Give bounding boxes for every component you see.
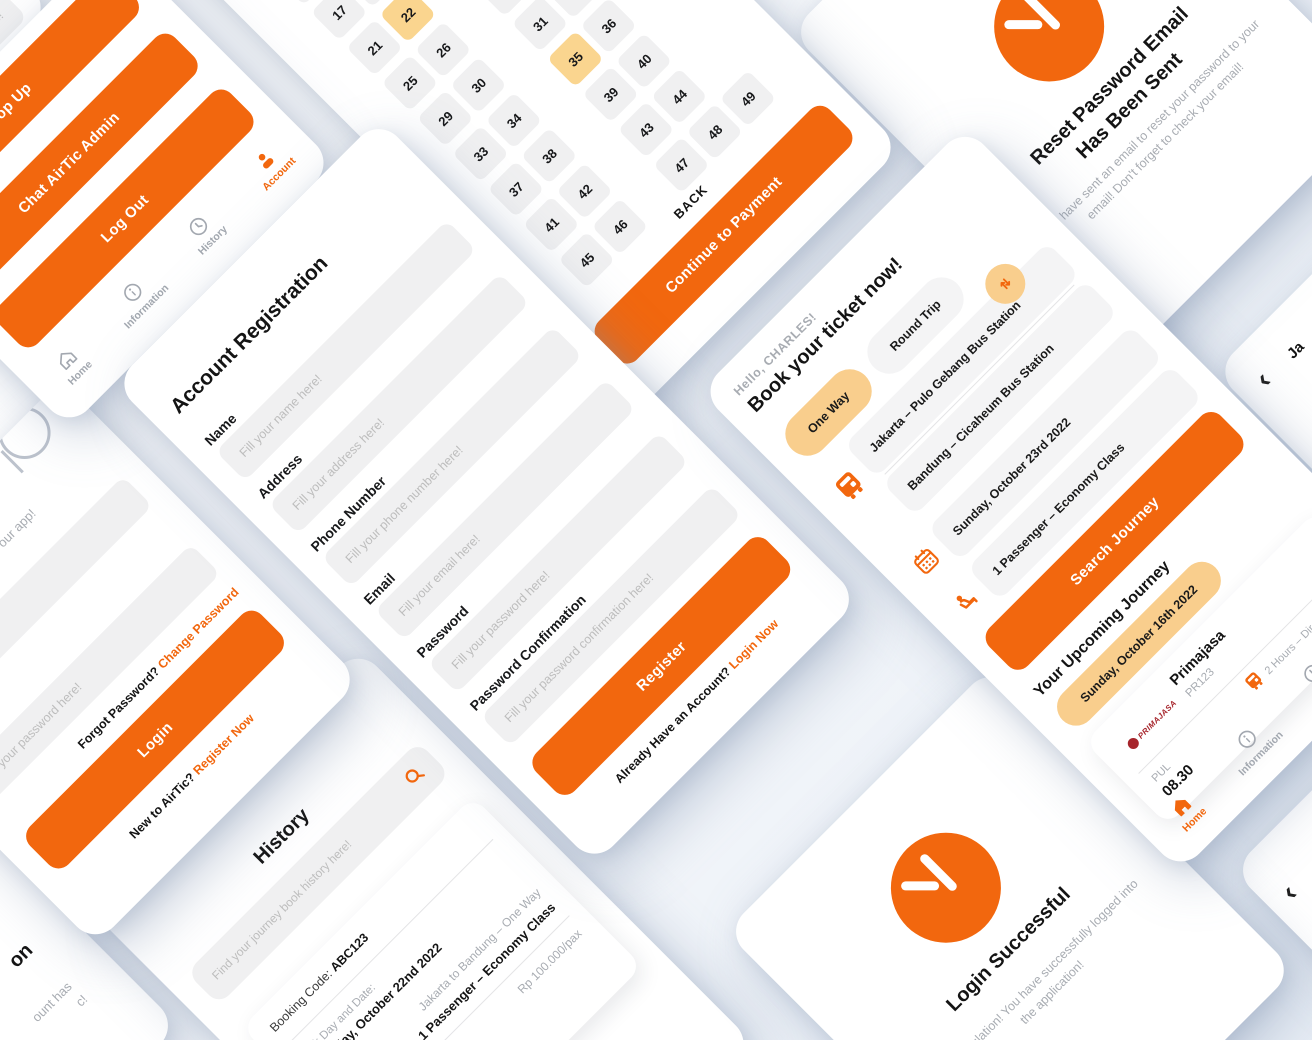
- corner-input-placeholder: here!: [0, 8, 7, 39]
- bus-icon: [826, 462, 878, 514]
- tab-history[interactable]: History: [158, 185, 250, 277]
- history-icon: [1298, 658, 1312, 689]
- screen-home: Hello, CHARLES! Book your ticket now! On…: [699, 126, 1312, 873]
- primajasa-logo: PRIMAJASA: [1125, 698, 1180, 752]
- seat-31[interactable]: 31: [511, 0, 569, 52]
- homefill-icon: [1165, 790, 1196, 821]
- placeholder: Fill your email here!: [395, 531, 483, 619]
- calendar-icon: [906, 541, 949, 584]
- history-search-input[interactable]: Find your journey book history here!: [186, 741, 451, 1006]
- tab-account[interactable]: Account: [224, 119, 316, 211]
- tab-information[interactable]: Information: [1206, 699, 1298, 791]
- tab-information[interactable]: Information: [92, 252, 184, 344]
- account-tabbar: Home Information History Account: [25, 119, 316, 410]
- screen-history: History Find your journey book history h…: [93, 647, 755, 1040]
- placeholder: Fill your name here!: [236, 371, 325, 460]
- partial-title: on: [4, 939, 38, 973]
- tab-home[interactable]: Home: [25, 318, 117, 410]
- bus-icon: [1239, 666, 1274, 701]
- info-icon: [1231, 724, 1262, 755]
- account-icon: [250, 144, 281, 175]
- partial-line1: ount has: [28, 978, 75, 1025]
- back-chevron-icon[interactable]: ‹: [1248, 364, 1278, 394]
- detail-title-fragment: Ja: [1283, 338, 1308, 363]
- partial-line2: c!: [72, 991, 91, 1010]
- info-icon: [117, 277, 148, 308]
- swap-stations-button[interactable]: [977, 255, 1034, 313]
- back-chevron-icon[interactable]: ‹: [1274, 877, 1304, 907]
- screen-account: Top Up Chat AirTic Admin Log Out Home Inf…: [0, 0, 335, 429]
- search-icon[interactable]: [398, 760, 431, 793]
- home-icon: [51, 343, 82, 374]
- passenger-seat-icon: [947, 581, 989, 623]
- history-icon: [183, 211, 214, 242]
- tab-home[interactable]: Home: [1140, 765, 1232, 857]
- tab-history[interactable]: History: [1272, 632, 1312, 724]
- upcoming-journey-card[interactable]: PRIMAJASA Primajasa PR123 PUL 08.30 2 Ho…: [1084, 510, 1312, 826]
